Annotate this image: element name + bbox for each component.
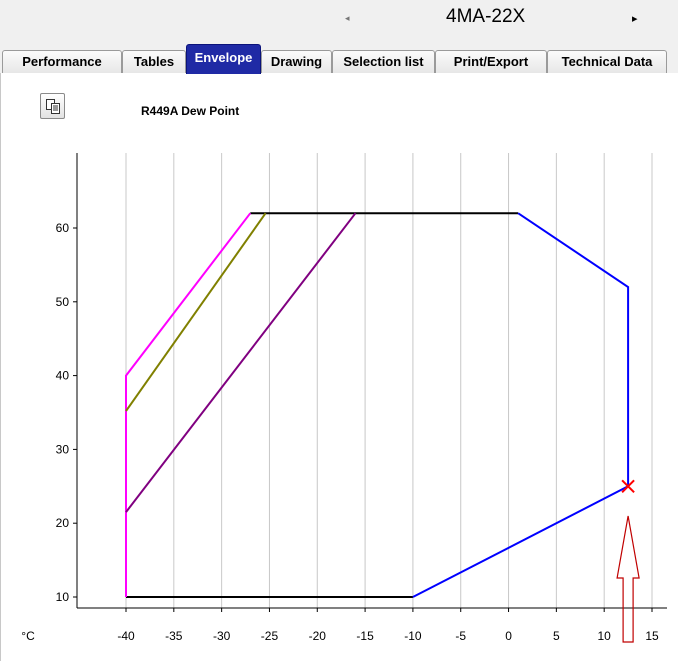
- x-unit-label: °C: [21, 629, 35, 643]
- operating-point-marker: [621, 479, 635, 494]
- tab-envelope[interactable]: Envelope: [186, 44, 261, 74]
- y-tick-label: 40: [56, 369, 70, 383]
- tab-bar: Performance Tables Envelope Drawing Sele…: [0, 40, 678, 74]
- tab-performance[interactable]: Performance: [2, 50, 122, 74]
- envelope-panel: [0, 73, 678, 661]
- y-tick-label: 60: [56, 221, 70, 235]
- x-tick-label: -15: [356, 629, 374, 643]
- envelope-line-2: [412, 212, 630, 598]
- x-tick-label: -35: [165, 629, 183, 643]
- tab-selection-list[interactable]: Selection list: [332, 50, 435, 74]
- annotation-arrow: [616, 515, 640, 643]
- x-tick-label: -10: [404, 629, 422, 643]
- envelope-line-5: [125, 212, 357, 513]
- x-tick-label: 5: [553, 629, 560, 643]
- y-tick-label: 30: [56, 442, 70, 456]
- tab-print-export[interactable]: Print/Export: [435, 50, 547, 74]
- envelope-line-4: [125, 212, 267, 412]
- tab-tables[interactable]: Tables: [122, 50, 186, 74]
- tab-technical-data[interactable]: Technical Data: [547, 50, 667, 74]
- x-tick-label: -20: [309, 629, 327, 643]
- previous-arrow-icon[interactable]: ◂: [345, 13, 350, 23]
- x-tick-label: 10: [598, 629, 612, 643]
- x-tick-label: -25: [261, 629, 279, 643]
- top-bar: ◂ 4MA-22X ▸: [0, 0, 678, 40]
- copy-icon: [45, 99, 60, 114]
- y-tick-label: 20: [56, 516, 70, 530]
- envelope-line-3: [125, 212, 252, 597]
- x-tick-label: 15: [645, 629, 659, 643]
- model-name: 4MA-22X: [446, 6, 526, 27]
- y-tick-label: 50: [56, 295, 70, 309]
- tab-drawing[interactable]: Drawing: [261, 50, 332, 74]
- next-arrow-icon[interactable]: ▸: [632, 13, 638, 25]
- x-tick-label: -30: [213, 629, 231, 643]
- chart-title: R449A Dew Point: [141, 104, 240, 118]
- x-tick-label: -40: [117, 629, 135, 643]
- copy-button[interactable]: [40, 93, 65, 119]
- y-tick-label: 10: [56, 590, 70, 604]
- x-tick-label: 0: [505, 629, 512, 643]
- x-tick-label: -5: [455, 629, 466, 643]
